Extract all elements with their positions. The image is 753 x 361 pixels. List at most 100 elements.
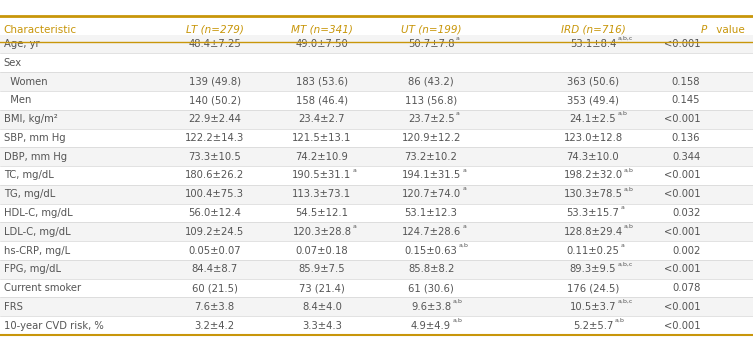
Text: a: a bbox=[462, 168, 466, 173]
Text: 56.0±12.4: 56.0±12.4 bbox=[188, 208, 241, 218]
Text: Age, yr: Age, yr bbox=[4, 39, 39, 49]
Text: 86 (43.2): 86 (43.2) bbox=[408, 77, 454, 87]
Text: 4.9±4.9: 4.9±4.9 bbox=[411, 321, 451, 331]
Text: 128.8±29.4: 128.8±29.4 bbox=[563, 227, 623, 237]
Text: 353 (49.4): 353 (49.4) bbox=[567, 95, 619, 105]
Text: 3.2±4.2: 3.2±4.2 bbox=[194, 321, 235, 331]
Text: 74.2±10.9: 74.2±10.9 bbox=[295, 152, 349, 162]
Bar bbox=[0, 147, 753, 166]
Text: Men: Men bbox=[4, 95, 31, 105]
Text: 3.3±4.3: 3.3±4.3 bbox=[302, 321, 342, 331]
Text: 109.2±24.5: 109.2±24.5 bbox=[185, 227, 244, 237]
Text: IRD (n=716): IRD (n=716) bbox=[561, 25, 625, 35]
Text: a: a bbox=[462, 224, 466, 229]
Text: LT (n=279): LT (n=279) bbox=[186, 25, 243, 35]
Text: <0.001: <0.001 bbox=[663, 170, 700, 180]
Text: HDL-C, mg/dL: HDL-C, mg/dL bbox=[4, 208, 72, 218]
Text: a,b: a,b bbox=[459, 243, 469, 248]
Bar bbox=[0, 222, 753, 241]
Text: 120.7±74.0: 120.7±74.0 bbox=[401, 189, 461, 199]
Text: 198.2±32.0: 198.2±32.0 bbox=[563, 170, 623, 180]
Text: 0.136: 0.136 bbox=[672, 133, 700, 143]
Text: 85.9±7.5: 85.9±7.5 bbox=[299, 264, 345, 274]
Text: a,b,c: a,b,c bbox=[617, 299, 633, 304]
Text: 74.3±10.0: 74.3±10.0 bbox=[567, 152, 619, 162]
Text: a: a bbox=[353, 224, 357, 229]
Text: 0.032: 0.032 bbox=[672, 208, 700, 218]
Text: MT (n=341): MT (n=341) bbox=[291, 25, 353, 35]
Text: FPG, mg/dL: FPG, mg/dL bbox=[4, 264, 61, 274]
Text: 123.0±12.8: 123.0±12.8 bbox=[563, 133, 623, 143]
Text: 89.3±9.5: 89.3±9.5 bbox=[570, 264, 616, 274]
Text: a,b: a,b bbox=[624, 168, 634, 173]
Text: Current smoker: Current smoker bbox=[4, 283, 81, 293]
Bar bbox=[0, 260, 753, 279]
Text: 9.6±3.8: 9.6±3.8 bbox=[411, 302, 451, 312]
Text: 180.6±26.2: 180.6±26.2 bbox=[185, 170, 244, 180]
Bar bbox=[0, 185, 753, 204]
Bar bbox=[0, 72, 753, 91]
Text: 130.3±78.5: 130.3±78.5 bbox=[563, 189, 623, 199]
Text: a,b: a,b bbox=[453, 318, 462, 323]
Text: a,b,c: a,b,c bbox=[617, 261, 633, 266]
Text: Women: Women bbox=[4, 77, 47, 87]
Text: a: a bbox=[353, 168, 357, 173]
Text: TC, mg/dL: TC, mg/dL bbox=[4, 170, 53, 180]
Text: 121.5±13.1: 121.5±13.1 bbox=[292, 133, 352, 143]
Text: 10-year CVD risk, %: 10-year CVD risk, % bbox=[4, 321, 103, 331]
Text: <0.001: <0.001 bbox=[663, 39, 700, 49]
Text: a,b: a,b bbox=[617, 111, 628, 116]
Text: 120.3±28.8: 120.3±28.8 bbox=[292, 227, 352, 237]
Text: Sex: Sex bbox=[4, 58, 22, 68]
Bar bbox=[0, 110, 753, 129]
Text: a,b: a,b bbox=[624, 186, 634, 191]
Text: a,b,c: a,b,c bbox=[617, 36, 633, 41]
Text: DBP, mm Hg: DBP, mm Hg bbox=[4, 152, 67, 162]
Text: SBP, mm Hg: SBP, mm Hg bbox=[4, 133, 66, 143]
Text: 24.1±2.5: 24.1±2.5 bbox=[570, 114, 616, 124]
Text: <0.001: <0.001 bbox=[663, 264, 700, 274]
Text: 363 (50.6): 363 (50.6) bbox=[567, 77, 619, 87]
Text: 0.07±0.18: 0.07±0.18 bbox=[296, 245, 348, 256]
Text: 113.3±73.1: 113.3±73.1 bbox=[292, 189, 352, 199]
Text: 84.4±8.7: 84.4±8.7 bbox=[191, 264, 238, 274]
Text: 183 (53.6): 183 (53.6) bbox=[296, 77, 348, 87]
Text: a: a bbox=[456, 111, 460, 116]
Text: Characteristic: Characteristic bbox=[4, 25, 77, 35]
Text: LDL-C, mg/dL: LDL-C, mg/dL bbox=[4, 227, 70, 237]
Text: value: value bbox=[713, 25, 745, 35]
Text: 158 (46.4): 158 (46.4) bbox=[296, 95, 348, 105]
Text: TG, mg/dL: TG, mg/dL bbox=[4, 189, 55, 199]
Text: 100.4±75.3: 100.4±75.3 bbox=[185, 189, 244, 199]
Text: BMI, kg/m²: BMI, kg/m² bbox=[4, 114, 57, 124]
Text: 53.3±15.7: 53.3±15.7 bbox=[566, 208, 620, 218]
Text: 60 (21.5): 60 (21.5) bbox=[192, 283, 237, 293]
Text: 140 (50.2): 140 (50.2) bbox=[188, 95, 241, 105]
Text: 120.9±12.2: 120.9±12.2 bbox=[401, 133, 461, 143]
Text: 190.5±31.1: 190.5±31.1 bbox=[292, 170, 352, 180]
Text: 5.2±5.7: 5.2±5.7 bbox=[573, 321, 613, 331]
Text: <0.001: <0.001 bbox=[663, 227, 700, 237]
Text: 139 (49.8): 139 (49.8) bbox=[188, 77, 241, 87]
Text: <0.001: <0.001 bbox=[663, 302, 700, 312]
Bar bbox=[0, 297, 753, 316]
Text: 0.002: 0.002 bbox=[672, 245, 700, 256]
Text: 113 (56.8): 113 (56.8) bbox=[405, 95, 457, 105]
Text: a,b: a,b bbox=[624, 224, 634, 229]
Text: 0.11±0.25: 0.11±0.25 bbox=[566, 245, 620, 256]
Text: 49.0±7.50: 49.0±7.50 bbox=[295, 39, 349, 49]
Text: 23.7±2.5: 23.7±2.5 bbox=[408, 114, 454, 124]
Text: 0.15±0.63: 0.15±0.63 bbox=[404, 245, 458, 256]
Text: 50.7±7.8: 50.7±7.8 bbox=[408, 39, 454, 49]
Text: 0.05±0.07: 0.05±0.07 bbox=[188, 245, 241, 256]
Text: 73 (21.4): 73 (21.4) bbox=[299, 283, 345, 293]
Text: <0.001: <0.001 bbox=[663, 114, 700, 124]
Text: a: a bbox=[621, 205, 625, 210]
Text: 54.5±12.1: 54.5±12.1 bbox=[295, 208, 349, 218]
Text: 122.2±14.3: 122.2±14.3 bbox=[185, 133, 244, 143]
Text: a: a bbox=[462, 186, 466, 191]
Text: 0.158: 0.158 bbox=[672, 77, 700, 87]
Bar bbox=[0, 35, 753, 53]
Text: 194.1±31.5: 194.1±31.5 bbox=[401, 170, 461, 180]
Text: a: a bbox=[621, 243, 625, 248]
